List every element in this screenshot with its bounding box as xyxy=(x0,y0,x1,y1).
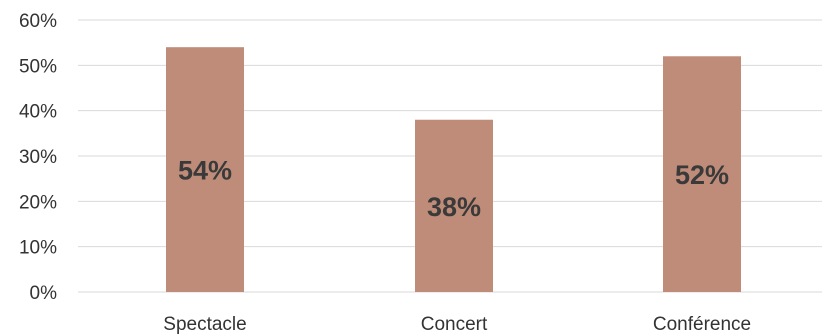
y-tick-label: 50% xyxy=(19,56,57,77)
bars xyxy=(166,47,741,293)
y-tick-label: 60% xyxy=(19,11,57,32)
bar-conférence xyxy=(663,56,741,293)
category-label: Spectacle xyxy=(163,314,246,335)
y-tick-label: 40% xyxy=(19,102,57,123)
data-label: 54% xyxy=(178,156,232,186)
bar-spectacle xyxy=(166,47,244,293)
y-tick-label: 10% xyxy=(19,238,57,259)
x-axis: Spectacle Concert Conférence xyxy=(163,314,751,335)
y-tick-label: 0% xyxy=(30,283,58,304)
category-label: Concert xyxy=(421,314,488,335)
data-label: 38% xyxy=(427,192,481,222)
data-label: 52% xyxy=(675,160,729,190)
y-tick-label: 30% xyxy=(19,147,57,168)
y-axis: 0% 10% 20% 30% 40% 50% 60% xyxy=(19,11,57,304)
data-labels: 54% 38% 52% xyxy=(178,156,729,222)
category-label: Conférence xyxy=(653,314,751,335)
bar-concert xyxy=(415,119,493,292)
y-tick-label: 20% xyxy=(19,192,57,213)
